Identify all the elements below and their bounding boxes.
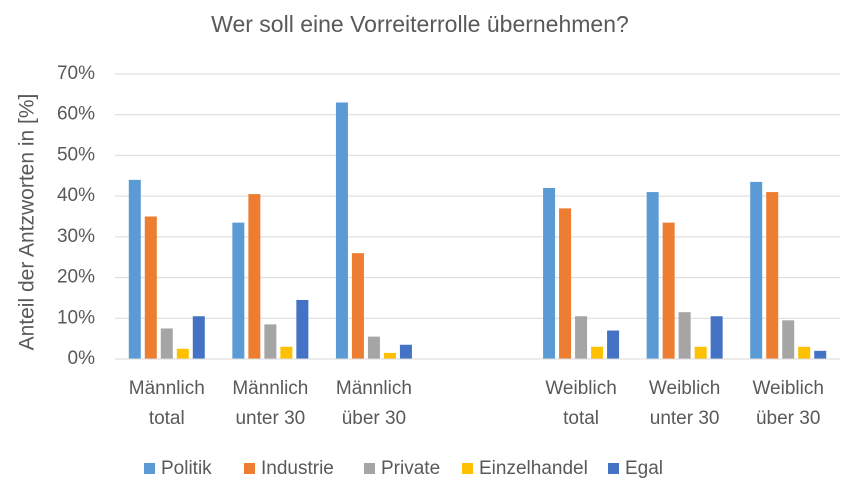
- bar: [646, 192, 659, 359]
- y-tick-label: 10%: [57, 307, 95, 328]
- y-tick-label: 60%: [57, 104, 95, 125]
- legend-swatch: [462, 463, 473, 474]
- bar: [782, 320, 795, 359]
- bar: [766, 192, 779, 359]
- x-tick-label: Weiblich unter 30: [649, 378, 720, 429]
- y-tick-label: 40%: [57, 185, 95, 206]
- bar: [176, 348, 189, 359]
- bar: [192, 316, 205, 359]
- legend-label: Politik: [161, 458, 212, 479]
- bar: [248, 194, 261, 359]
- bar: [750, 181, 763, 359]
- bar: [128, 179, 141, 359]
- bar: [543, 188, 556, 359]
- bar: [280, 346, 293, 359]
- x-tick-label: Männlich unter 30: [232, 378, 308, 429]
- bar: [575, 316, 588, 359]
- y-tick-label: 0%: [68, 348, 96, 369]
- bar: [607, 330, 620, 359]
- legend-label: Einzelhandel: [479, 458, 588, 479]
- x-tick-label: Weiblich total: [545, 378, 616, 429]
- x-tick-label: Männlich über 30: [336, 378, 412, 429]
- bar: [335, 102, 348, 359]
- bar: [559, 208, 572, 359]
- y-tick-label: 20%: [57, 267, 95, 288]
- bar: [662, 222, 675, 359]
- bar: [296, 299, 309, 359]
- legend-label: Egal: [625, 458, 663, 479]
- y-axis-title: Anteil der Antzworten in [%]: [16, 94, 39, 351]
- x-tick-label: Weiblich über 30: [752, 378, 823, 429]
- legend-label: Industrie: [261, 458, 334, 479]
- y-tick-label: 30%: [57, 226, 95, 247]
- legend-swatch: [608, 463, 619, 474]
- bar: [144, 216, 157, 359]
- bar: [160, 328, 173, 359]
- bar: [232, 222, 245, 359]
- bar: [367, 336, 380, 359]
- legend-swatch: [364, 463, 375, 474]
- bar: [351, 253, 364, 359]
- bar: [399, 344, 412, 359]
- y-tick-label: 70%: [57, 63, 95, 84]
- bar: [814, 350, 827, 359]
- bar: [678, 312, 691, 359]
- bar: [591, 346, 604, 359]
- bar: [383, 352, 396, 359]
- bar: [798, 346, 811, 359]
- legend-swatch: [144, 463, 155, 474]
- legend-swatch: [244, 463, 255, 474]
- y-tick-label: 50%: [57, 144, 95, 165]
- bar: [710, 316, 723, 359]
- chart-title: Wer soll eine Vorreiterrolle übernehmen?: [211, 11, 629, 37]
- legend-label: Private: [381, 458, 440, 479]
- x-tick-label: Männlich total: [129, 378, 205, 429]
- bar: [694, 346, 707, 359]
- bar: [264, 324, 277, 359]
